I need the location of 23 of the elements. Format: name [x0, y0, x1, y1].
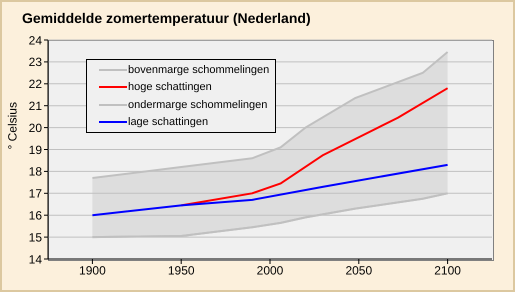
y-tick-label: 19 — [28, 142, 42, 157]
line-series — [91, 164, 449, 216]
y-tick-label: 15 — [28, 230, 42, 244]
y-tick-label: 22 — [28, 77, 42, 92]
y-tick-label: 21 — [28, 98, 42, 113]
y-tick-label: 23 — [28, 55, 42, 70]
y-axis-title: ° Celsius — [5, 102, 20, 150]
y-tick-label: 24 — [28, 33, 42, 48]
legend-label: ondermarge schommelingen — [128, 98, 268, 111]
x-tick-label: 2050 — [345, 264, 372, 278]
legend-label: bovenmarge schommelingen — [128, 64, 270, 76]
x-tick-label: 2000 — [256, 264, 284, 278]
y-tick-label: 16 — [28, 208, 42, 222]
x-tick-label: 2100 — [434, 264, 462, 278]
chart-title: Gemiddelde zomertemperatuur (Nederland) — [22, 10, 311, 26]
legend-label: lage schattingen — [128, 116, 208, 128]
legend-label: hoge schattingen — [128, 81, 212, 94]
x-tick-label: 1950 — [168, 264, 195, 278]
x-tick-label: 1900 — [79, 264, 106, 278]
y-tick-label: 18 — [28, 164, 42, 179]
y-tick-label: 20 — [28, 120, 42, 135]
y-tick-label: 14 — [28, 252, 42, 266]
y-tick-label: 17 — [28, 186, 42, 201]
